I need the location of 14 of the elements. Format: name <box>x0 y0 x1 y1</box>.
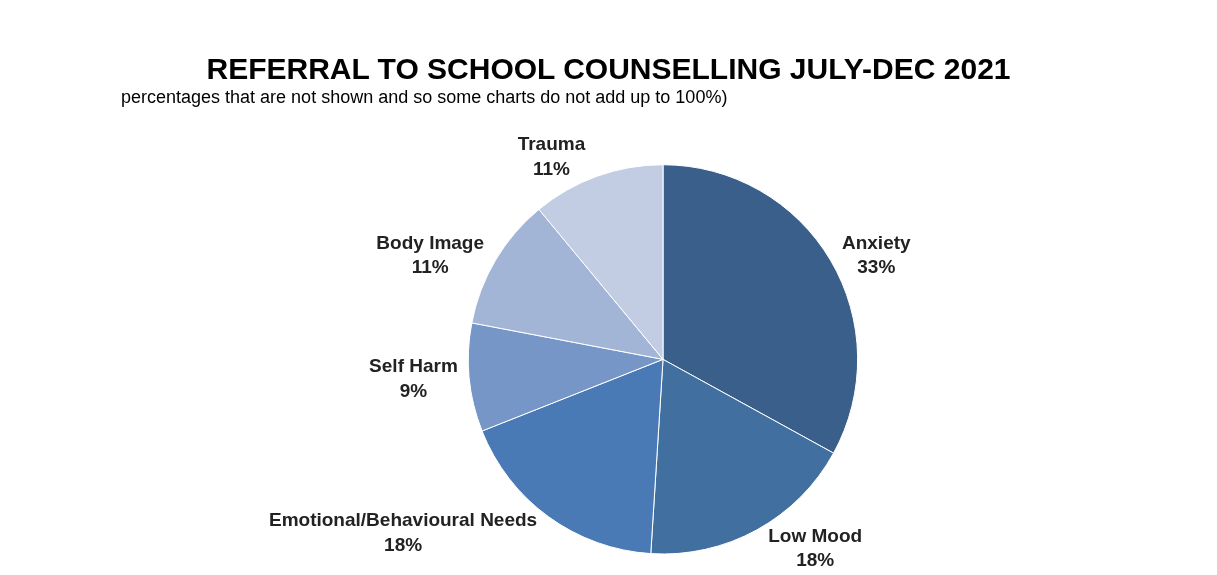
slice-label: Self Harm <box>369 355 458 377</box>
data-label: 11% <box>532 157 571 179</box>
slice-label: Trauma <box>517 133 586 155</box>
data-label: 33% <box>857 256 896 278</box>
slice-label: Body Image <box>376 231 485 253</box>
text: percentages that are not shown and so some charts do not add up to 100%) <box>121 87 728 107</box>
data-label: 18% <box>796 549 835 571</box>
slice-label: Anxiety <box>841 231 912 253</box>
slice-label: Emotional/Behavioural Needs <box>268 508 538 530</box>
chart-title: REFERRAL TO SCHOOL COUNSELLING JULY-DEC 2021 <box>206 51 1011 85</box>
data-label: 18% <box>384 533 423 555</box>
data-label: 9% <box>399 379 428 401</box>
slice-label: Low Mood <box>768 524 863 546</box>
data-label: 11% <box>411 256 449 278</box>
